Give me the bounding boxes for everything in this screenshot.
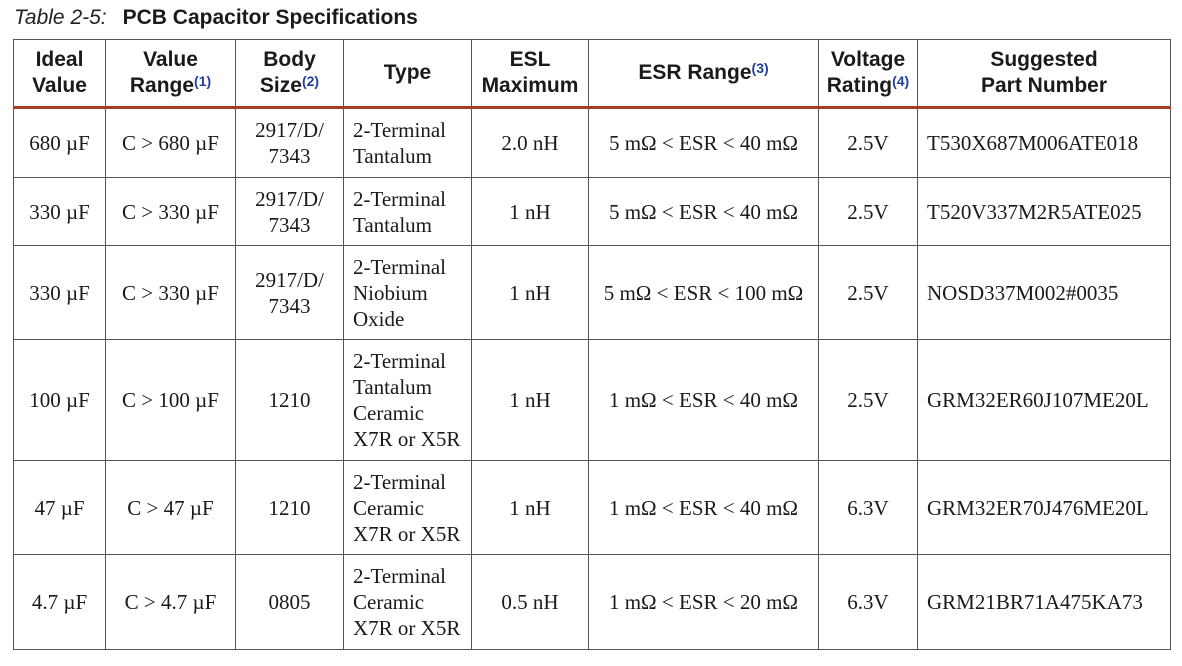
footnote-3-link[interactable]: (3): [751, 60, 769, 76]
body-size-cell: 2917/D/7343: [235, 107, 344, 178]
table-title: PCB Capacitor Specifications: [122, 6, 418, 29]
body-size-cell: 1210: [235, 460, 344, 555]
type-cell: 2-Terminal Tantalum: [343, 177, 472, 246]
header-type: Type: [343, 39, 472, 109]
header-esl-maximum: ESL Maximum: [471, 39, 589, 109]
esr-range-cell: 5 mΩ < ESR < 100 mΩ: [588, 245, 819, 340]
part-number-cell: T520V337M2R5ATE025: [917, 177, 1171, 246]
table-row: 100 µF C > 100 µF 1210 2-Terminal Tantalu…: [13, 339, 1171, 461]
type-cell: 2-Terminal Ceramic X7R or X5R: [343, 554, 472, 650]
voltage-rating-cell: 6.3V: [818, 460, 918, 555]
voltage-rating-cell: 2.5V: [818, 339, 918, 461]
table-row: 47 µF C > 47 µF 1210 2-Terminal Ceramic X7…: [13, 460, 1171, 555]
value-range-cell: C > 47 µF: [105, 460, 236, 555]
ideal-value-cell: 4.7 µF: [13, 554, 106, 650]
type-cell: 2-Terminal Ceramic X7R or X5R: [343, 460, 472, 555]
value-range-cell: C > 100 µF: [105, 339, 236, 461]
part-number-cell: GRM32ER70J476ME20L: [917, 460, 1171, 555]
footnote-4-link[interactable]: (4): [892, 73, 910, 89]
header-esr-range: ESR Range(3): [588, 39, 819, 109]
capacitor-spec-table: Ideal Value Value Range(1) Body Size(2) …: [13, 39, 1171, 650]
header-voltage-rating: Voltage Rating(4): [818, 39, 918, 109]
table-number: Table 2-5:: [14, 6, 107, 29]
voltage-rating-cell: 2.5V: [818, 107, 918, 178]
esl-maximum-cell: 0.5 nH: [471, 554, 589, 650]
value-range-cell: C > 680 µF: [105, 107, 236, 178]
esr-range-cell: 1 mΩ < ESR < 40 mΩ: [588, 460, 819, 555]
footnote-1-link[interactable]: (1): [194, 73, 212, 89]
body-size-cell: 2917/D/7343: [235, 245, 344, 340]
table-row: 4.7 µF C > 4.7 µF 0805 2-Terminal Ceramic…: [13, 554, 1171, 650]
type-cell: 2-Terminal Niobium Oxide: [343, 245, 472, 340]
value-range-cell: C > 330 µF: [105, 177, 236, 246]
header-body-size: Body Size(2): [235, 39, 344, 109]
esr-range-cell: 1 mΩ < ESR < 20 mΩ: [588, 554, 819, 650]
ideal-value-cell: 330 µF: [13, 177, 106, 246]
type-cell: 2-Terminal Tantalum Ceramic X7R or X5R: [343, 339, 472, 461]
esr-range-cell: 5 mΩ < ESR < 40 mΩ: [588, 177, 819, 246]
body-size-cell: 0805: [235, 554, 344, 650]
part-number-cell: T530X687M006ATE018: [917, 107, 1171, 178]
table-row: 330 µF C > 330 µF 2917/D/7343 2-Terminal…: [13, 245, 1171, 340]
table-row: 330 µF C > 330 µF 2917/D/7343 2-Terminal…: [13, 177, 1171, 246]
esl-maximum-cell: 2.0 nH: [471, 107, 589, 178]
ideal-value-cell: 100 µF: [13, 339, 106, 461]
voltage-rating-cell: 2.5V: [818, 245, 918, 340]
esl-maximum-cell: 1 nH: [471, 245, 589, 340]
value-range-cell: C > 330 µF: [105, 245, 236, 340]
body-size-cell: 2917/D/7343: [235, 177, 344, 246]
part-number-cell: NOSD337M002#0035: [917, 245, 1171, 340]
table-row: 680 µF C > 680 µF 2917/D/7343 2-Terminal…: [13, 107, 1171, 178]
esl-maximum-cell: 1 nH: [471, 339, 589, 461]
header-row: Ideal Value Value Range(1) Body Size(2) …: [13, 39, 1171, 109]
esl-maximum-cell: 1 nH: [471, 460, 589, 555]
header-suggested-part-number: Suggested Part Number: [917, 39, 1171, 109]
body-size-cell: 1210: [235, 339, 344, 461]
type-cell: 2-Terminal Tantalum: [343, 107, 472, 178]
part-number-cell: GRM21BR71A475KA73: [917, 554, 1171, 650]
ideal-value-cell: 330 µF: [13, 245, 106, 340]
table-caption: Table 2-5: PCB Capacitor Specifications: [14, 4, 418, 32]
esr-range-cell: 5 mΩ < ESR < 40 mΩ: [588, 107, 819, 178]
header-value-range: Value Range(1): [105, 39, 236, 109]
footnote-2-link[interactable]: (2): [301, 73, 320, 89]
esr-range-cell: 1 mΩ < ESR < 40 mΩ: [588, 339, 819, 461]
ideal-value-cell: 680 µF: [13, 107, 106, 178]
ideal-value-cell: 47 µF: [13, 460, 106, 555]
part-number-cell: GRM32ER60J107ME20L: [917, 339, 1171, 461]
header-ideal-value: Ideal Value: [13, 39, 106, 109]
value-range-cell: C > 4.7 µF: [105, 554, 236, 650]
voltage-rating-cell: 2.5V: [818, 177, 918, 246]
voltage-rating-cell: 6.3V: [818, 554, 918, 650]
esl-maximum-cell: 1 nH: [471, 177, 589, 246]
